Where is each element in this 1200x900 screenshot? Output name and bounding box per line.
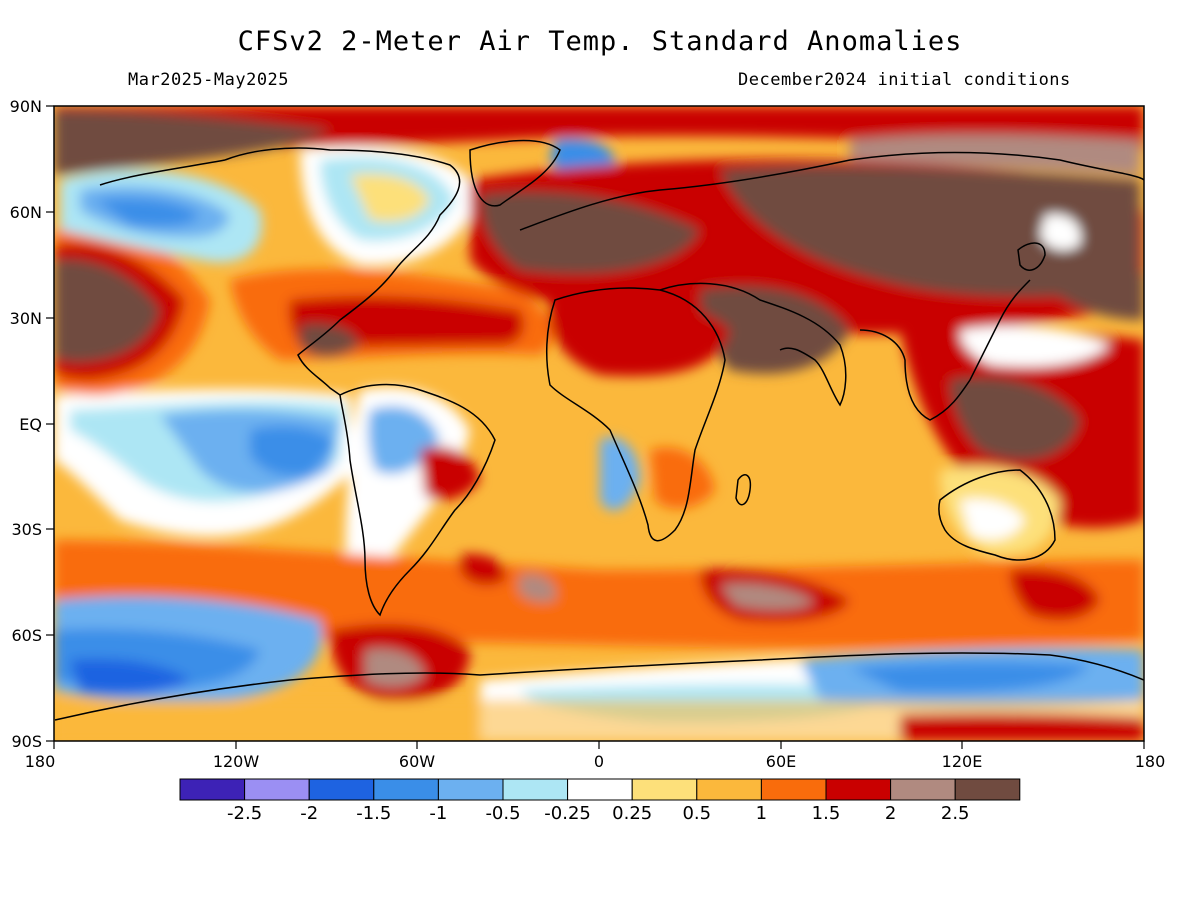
map-title: CFSv2 2-Meter Air Temp. Standard Anomali… <box>237 26 963 57</box>
colorbar-swatch <box>631 778 698 801</box>
x-tick-label: 60E <box>766 752 796 771</box>
y-tick-label: 60N <box>10 203 42 222</box>
initial-conditions: December2024 initial conditions <box>738 70 1071 90</box>
colorbar-label: 0.5 <box>682 803 711 824</box>
colorbar-swatch <box>179 778 246 801</box>
colorbar-swatch <box>696 778 762 801</box>
colorbar-label: -0.25 <box>544 803 591 824</box>
anomaly-field <box>54 106 1144 741</box>
x-tick-label: 180 <box>1135 752 1166 771</box>
y-axis-labels: 90N 60N 30N EQ 30S 60S 90S <box>10 97 42 751</box>
colorbar: -2.5 -2 -1.5 -1 -0.5 -0.25 0.25 0.5 1 1.5 2 2.5 <box>179 778 1021 824</box>
colorbar-label: -1.5 <box>356 803 391 824</box>
y-tick-label: 30S <box>11 520 42 539</box>
colorbar-label: -2.5 <box>227 803 262 824</box>
colorbar-label: 2.5 <box>941 803 970 824</box>
forecast-period: Mar2025-May2025 <box>128 70 290 90</box>
colorbar-swatch <box>373 778 439 801</box>
colorbar-label: 1 <box>756 803 767 824</box>
x-tick-label: 120W <box>213 752 260 771</box>
colorbar-label: 0.25 <box>612 803 652 824</box>
x-tick-label: 180 <box>25 752 56 771</box>
colorbar-swatch <box>890 778 956 801</box>
colorbar-swatch <box>437 778 504 801</box>
colorbar-label: -0.5 <box>485 803 520 824</box>
colorbar-label: 2 <box>885 803 896 824</box>
colorbar-label: -1 <box>429 803 447 824</box>
x-axis-labels: 180 120W 60W 0 60E 120E 180 <box>25 752 1166 771</box>
x-tick-label: 60W <box>399 752 435 771</box>
colorbar-swatch <box>825 778 892 801</box>
colorbar-swatch <box>954 778 1021 801</box>
colorbar-swatch <box>308 778 375 801</box>
x-tick-label: 120E <box>942 752 983 771</box>
colorbar-label: 1.5 <box>812 803 841 824</box>
y-tick-label: EQ <box>19 415 42 434</box>
y-tick-label: 30N <box>10 309 42 328</box>
x-tick-label: 0 <box>594 752 604 771</box>
colorbar-swatch <box>567 778 633 801</box>
y-tick-label: 90S <box>11 732 42 751</box>
colorbar-swatch <box>244 778 310 801</box>
y-tick-label: 90N <box>10 97 42 116</box>
coastlines <box>54 139 1144 721</box>
tick-marks <box>46 105 1145 749</box>
colorbar-swatch <box>502 778 569 801</box>
colorbar-swatch <box>760 778 827 801</box>
y-tick-label: 60S <box>11 626 42 645</box>
colorbar-label: -2 <box>300 803 318 824</box>
